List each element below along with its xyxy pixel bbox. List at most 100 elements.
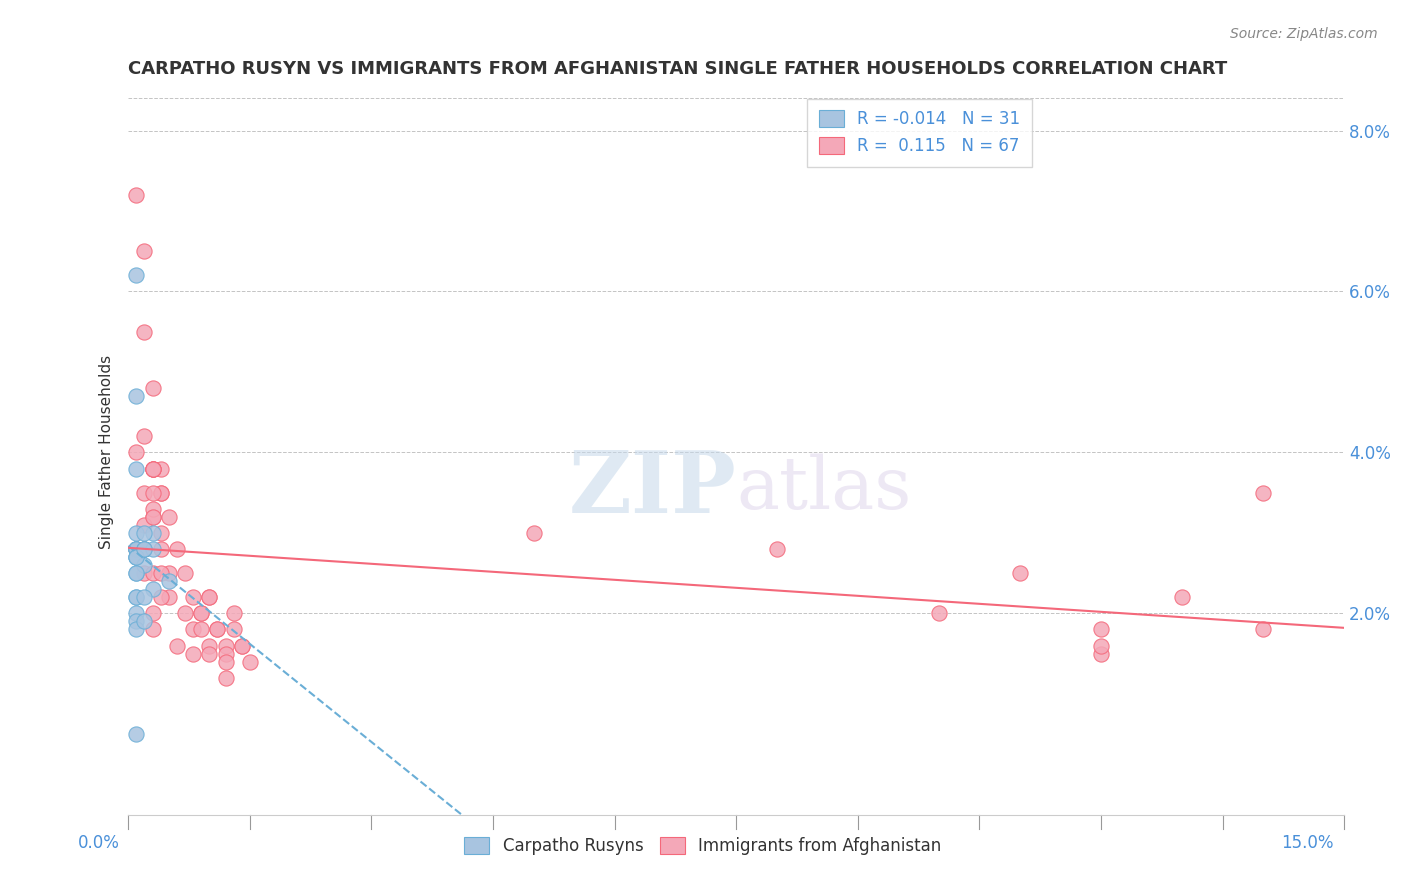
Text: Source: ZipAtlas.com: Source: ZipAtlas.com bbox=[1230, 27, 1378, 41]
Point bbox=[190, 607, 212, 621]
Point bbox=[125, 541, 148, 556]
Point bbox=[125, 566, 148, 581]
Point bbox=[765, 541, 787, 556]
Point bbox=[1251, 485, 1274, 500]
Point bbox=[198, 647, 221, 661]
Point bbox=[149, 485, 172, 500]
Point bbox=[134, 566, 156, 581]
Point bbox=[1008, 566, 1031, 581]
Point bbox=[198, 591, 221, 605]
Point bbox=[231, 639, 253, 653]
Point bbox=[1090, 623, 1112, 637]
Point bbox=[198, 591, 221, 605]
Point bbox=[125, 541, 148, 556]
Point bbox=[125, 525, 148, 540]
Point bbox=[142, 541, 165, 556]
Point bbox=[134, 429, 156, 443]
Point bbox=[142, 461, 165, 475]
Point bbox=[125, 268, 148, 283]
Point bbox=[125, 549, 148, 564]
Point bbox=[125, 566, 148, 581]
Point bbox=[166, 639, 188, 653]
Point bbox=[198, 639, 221, 653]
Point bbox=[134, 541, 156, 556]
Point bbox=[149, 591, 172, 605]
Point bbox=[125, 591, 148, 605]
Point bbox=[928, 607, 950, 621]
Point bbox=[214, 639, 236, 653]
Point bbox=[214, 647, 236, 661]
Point bbox=[134, 244, 156, 259]
Y-axis label: Single Father Households: Single Father Households bbox=[100, 355, 114, 549]
Point bbox=[142, 485, 165, 500]
Point bbox=[222, 623, 245, 637]
Point bbox=[214, 671, 236, 685]
Text: ZIP: ZIP bbox=[568, 447, 737, 531]
Legend: R = -0.014   N = 31, R =  0.115   N = 67: R = -0.014 N = 31, R = 0.115 N = 67 bbox=[807, 99, 1032, 167]
Point bbox=[157, 591, 180, 605]
Point bbox=[134, 541, 156, 556]
Point bbox=[181, 623, 204, 637]
Text: 0.0%: 0.0% bbox=[77, 834, 120, 852]
Point bbox=[1171, 591, 1194, 605]
Point bbox=[134, 541, 156, 556]
Point bbox=[149, 541, 172, 556]
Point bbox=[125, 445, 148, 459]
Point bbox=[125, 591, 148, 605]
Point bbox=[142, 509, 165, 524]
Point bbox=[125, 727, 148, 741]
Point bbox=[142, 461, 165, 475]
Point bbox=[134, 525, 156, 540]
Point bbox=[125, 615, 148, 629]
Point bbox=[1090, 647, 1112, 661]
Point bbox=[181, 647, 204, 661]
Point bbox=[125, 607, 148, 621]
Point bbox=[142, 509, 165, 524]
Point bbox=[142, 607, 165, 621]
Point bbox=[157, 509, 180, 524]
Point bbox=[134, 615, 156, 629]
Point bbox=[134, 325, 156, 339]
Point bbox=[125, 541, 148, 556]
Point bbox=[149, 485, 172, 500]
Point bbox=[181, 591, 204, 605]
Point bbox=[125, 541, 148, 556]
Point bbox=[174, 566, 197, 581]
Point bbox=[134, 591, 156, 605]
Point bbox=[134, 541, 156, 556]
Point bbox=[125, 623, 148, 637]
Point bbox=[125, 549, 148, 564]
Point bbox=[1090, 639, 1112, 653]
Point bbox=[142, 566, 165, 581]
Point bbox=[142, 381, 165, 395]
Point bbox=[142, 501, 165, 516]
Point bbox=[134, 541, 156, 556]
Point bbox=[142, 582, 165, 597]
Point bbox=[157, 574, 180, 589]
Point bbox=[222, 607, 245, 621]
Point bbox=[125, 541, 148, 556]
Point bbox=[207, 623, 229, 637]
Point bbox=[239, 655, 262, 669]
Point bbox=[1251, 623, 1274, 637]
Text: 15.0%: 15.0% bbox=[1281, 834, 1334, 852]
Point bbox=[149, 461, 172, 475]
Point bbox=[214, 655, 236, 669]
Point bbox=[125, 549, 148, 564]
Point bbox=[207, 623, 229, 637]
Point bbox=[157, 566, 180, 581]
Point bbox=[125, 389, 148, 403]
Point bbox=[174, 607, 197, 621]
Point bbox=[149, 525, 172, 540]
Point bbox=[190, 607, 212, 621]
Point bbox=[125, 461, 148, 475]
Point bbox=[142, 623, 165, 637]
Point bbox=[142, 525, 165, 540]
Point bbox=[142, 461, 165, 475]
Point bbox=[134, 517, 156, 532]
Point bbox=[134, 558, 156, 572]
Point bbox=[125, 187, 148, 202]
Point bbox=[166, 541, 188, 556]
Text: atlas: atlas bbox=[737, 453, 911, 524]
Point bbox=[142, 461, 165, 475]
